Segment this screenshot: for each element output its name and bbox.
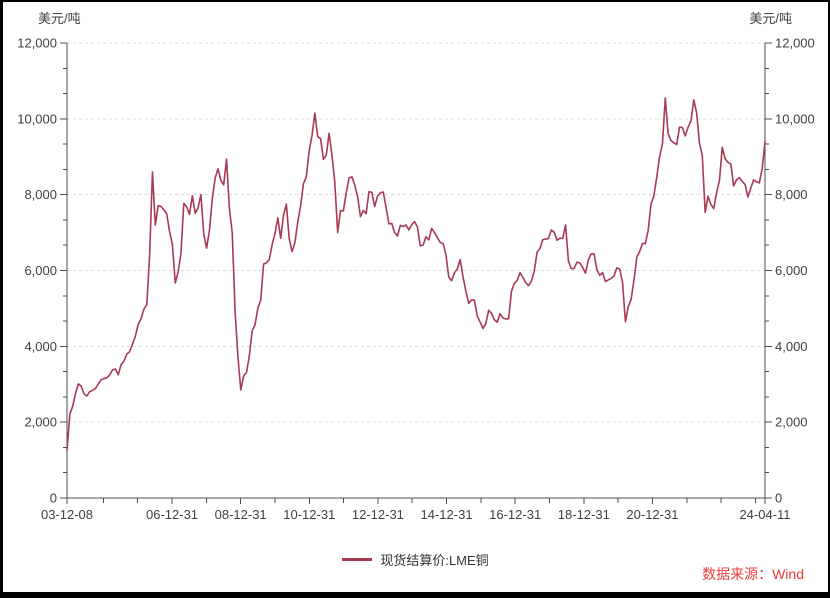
x-tick-label: 16-12-31 — [489, 507, 541, 522]
x-tick-label: 14-12-31 — [421, 507, 473, 522]
y-tick-label-left: 6,000 — [24, 263, 57, 278]
x-tick-label: 08-12-31 — [215, 507, 267, 522]
data-source-label: 数据来源：Wind — [702, 566, 804, 582]
y-tick-label-right: 12,000 — [775, 36, 815, 51]
x-tick-label: 20-12-31 — [626, 507, 678, 522]
y-tick-label-left: 2,000 — [24, 415, 57, 430]
y-tick-label-right: 8,000 — [775, 187, 808, 202]
x-tick-label: 03-12-08 — [41, 507, 93, 522]
y-tick-label-right: 2,000 — [775, 415, 808, 430]
y-tick-label-left: 4,000 — [24, 339, 57, 354]
legend-series-label: 现货结算价:LME铜 — [380, 553, 489, 568]
y-tick-label-right: 10,000 — [775, 111, 815, 126]
x-tick-label: 10-12-31 — [283, 507, 335, 522]
x-tick-label: 18-12-31 — [558, 507, 610, 522]
y-axis-unit-left: 美元/吨 — [38, 11, 81, 26]
y-axis-unit-right: 美元/吨 — [749, 11, 792, 26]
chart-legend: 现货结算价:LME铜 — [3, 550, 828, 569]
x-tick-label: 12-12-31 — [352, 507, 404, 522]
y-tick-label-right: 0 — [775, 491, 782, 506]
x-tick-label: 24-04-11 — [739, 507, 790, 522]
x-tick-label: 06-12-31 — [146, 507, 198, 522]
price-series-line — [66, 97, 766, 452]
legend-line-swatch — [342, 558, 373, 561]
y-tick-label-left: 10,000 — [17, 111, 57, 126]
copper-price-line-chart: 0 0 2,000 2,000 4,000 4,000 6,000 6,000 8,000 8,0… — [17, 36, 815, 523]
y-tick-label-right: 4,000 — [775, 339, 808, 354]
y-tick-label-left: 12,000 — [17, 36, 57, 51]
y-tick-label-left: 0 — [50, 491, 57, 506]
y-tick-label-left: 8,000 — [24, 187, 57, 202]
y-tick-label-right: 6,000 — [775, 263, 808, 278]
